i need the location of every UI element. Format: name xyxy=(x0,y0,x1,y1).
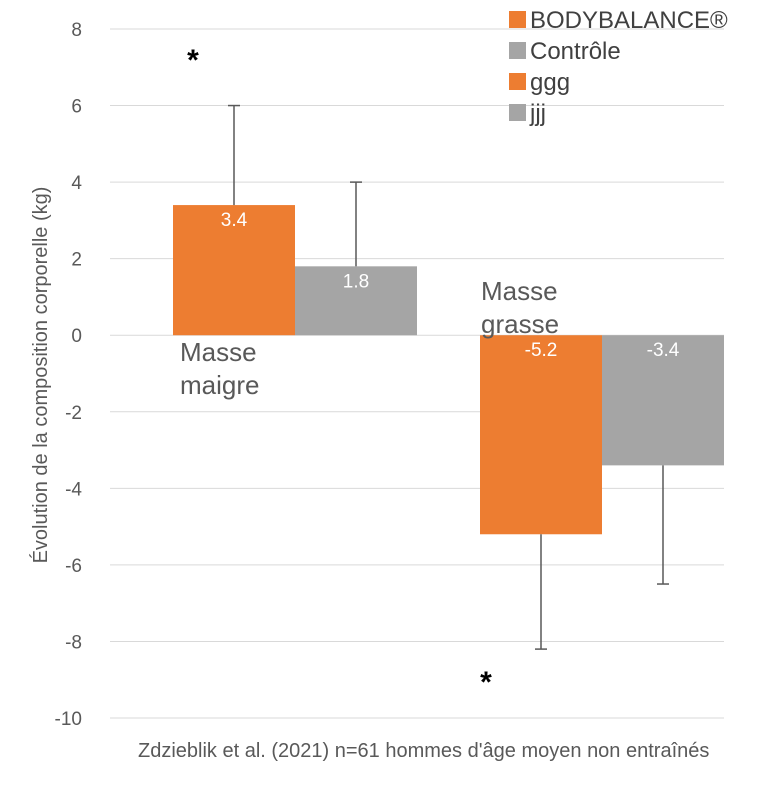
significance-markers: ** xyxy=(187,44,492,699)
y-tick-label: -8 xyxy=(65,632,82,653)
legend-label: ggg xyxy=(530,69,570,96)
data-label: 3.4 xyxy=(221,210,248,231)
chart-caption: Zdzieblik et al. (2021) n=61 hommes d'âg… xyxy=(138,740,710,762)
significance-star: * xyxy=(187,44,199,77)
error-bars xyxy=(228,104,669,650)
y-tick-label: -6 xyxy=(65,556,82,577)
bar xyxy=(295,266,417,336)
data-labels: 3.4 -5.2 1.8 -3.4 xyxy=(221,210,680,361)
y-tick-label: 2 xyxy=(71,250,82,271)
bar xyxy=(602,335,724,466)
legend: BODYBALANCE® Contrôle ggg jjj xyxy=(509,7,728,127)
y-tick-label: -2 xyxy=(65,403,82,424)
category-label-line: Masse xyxy=(481,276,558,306)
legend-label: jjj xyxy=(529,100,546,127)
legend-label: BODYBALANCE® xyxy=(530,7,728,34)
significance-star: * xyxy=(480,666,492,699)
bar xyxy=(173,205,295,336)
legend-swatch xyxy=(509,42,526,59)
category-label-line: maigre xyxy=(180,370,259,400)
data-label: 1.8 xyxy=(343,271,369,292)
legend-swatch xyxy=(509,104,526,121)
y-tick-label: 6 xyxy=(71,97,82,118)
y-tick-label: 8 xyxy=(71,20,82,41)
y-axis-label: Évolution de la composition corporelle (… xyxy=(29,187,52,564)
data-label: -5.2 xyxy=(525,340,558,361)
legend-entry: Contrôle xyxy=(509,38,621,65)
y-tick-label: -4 xyxy=(65,479,82,500)
y-tick-label: 0 xyxy=(71,326,82,347)
y-tick-label: 4 xyxy=(71,173,82,194)
bars xyxy=(173,205,724,535)
data-label: -3.4 xyxy=(647,340,680,361)
legend-label: Contrôle xyxy=(530,38,621,65)
category-label-line: Masse xyxy=(180,337,257,367)
y-axis-ticks: 8 6 4 2 0 -2 -4 -6 -8 -10 xyxy=(55,20,83,730)
legend-swatch xyxy=(509,73,526,90)
legend-entry: BODYBALANCE® xyxy=(509,7,728,34)
legend-entry: jjj xyxy=(509,100,546,127)
legend-entry: ggg xyxy=(509,69,570,96)
legend-swatch xyxy=(509,11,526,28)
bar xyxy=(480,335,602,535)
category-label-line: grasse xyxy=(481,309,559,339)
y-tick-label: -10 xyxy=(55,709,82,730)
